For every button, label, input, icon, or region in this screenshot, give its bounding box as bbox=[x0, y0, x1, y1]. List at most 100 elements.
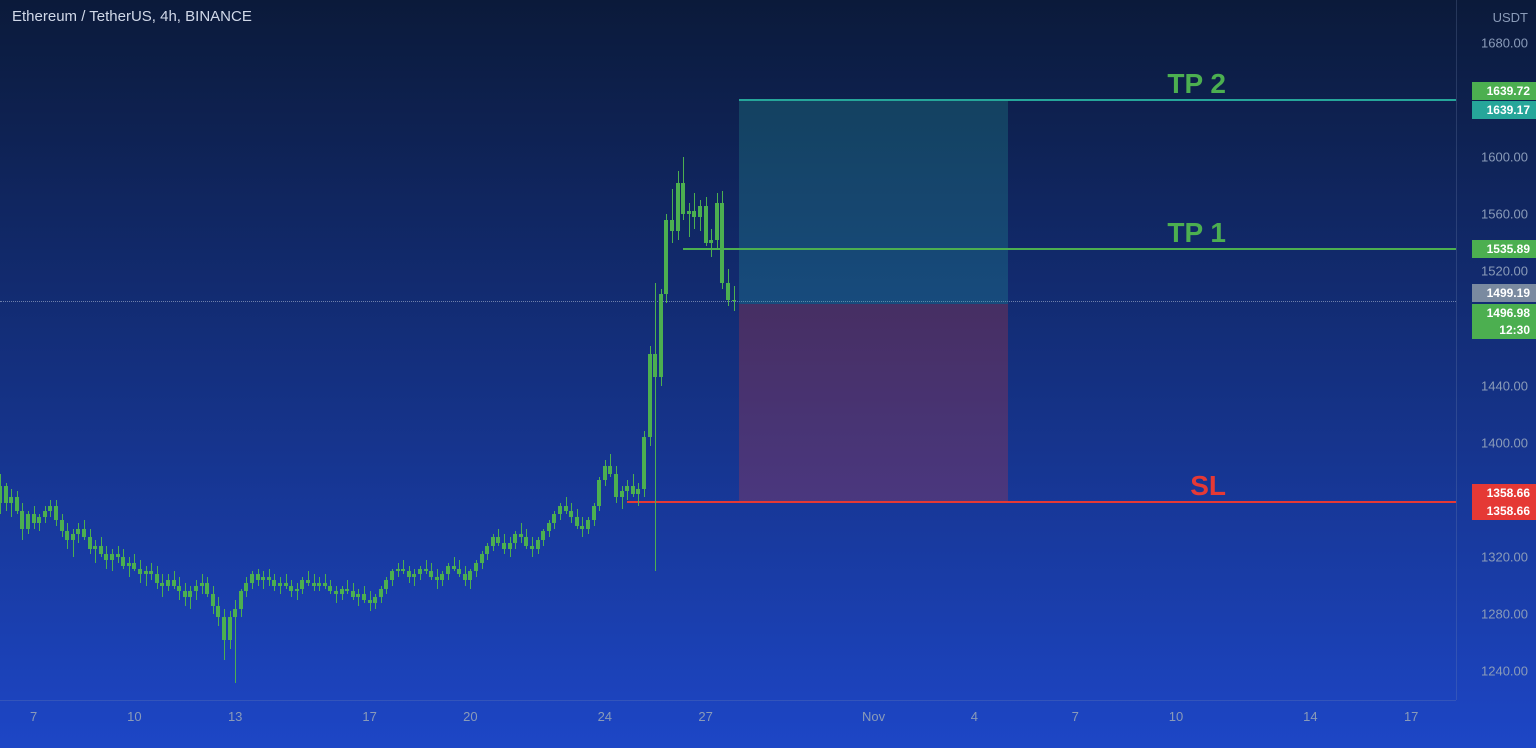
candle-body bbox=[351, 591, 355, 597]
time-tick: 7 bbox=[30, 709, 37, 724]
candle-body bbox=[37, 517, 41, 523]
candle-body bbox=[530, 546, 534, 549]
candle-body bbox=[295, 589, 299, 592]
price-tick: 1440.00 bbox=[1481, 378, 1528, 393]
time-tick: 27 bbox=[698, 709, 712, 724]
candle-wick bbox=[521, 523, 522, 543]
candle-body bbox=[144, 571, 148, 574]
candle-body bbox=[452, 566, 456, 569]
countdown-tag: 12:30 bbox=[1472, 321, 1536, 339]
price-tick: 1560.00 bbox=[1481, 207, 1528, 222]
chart-plot-area[interactable] bbox=[0, 0, 1456, 700]
candle-body bbox=[692, 211, 696, 217]
candle-wick bbox=[711, 229, 712, 258]
candle-body bbox=[166, 580, 170, 586]
time-tick: 7 bbox=[1072, 709, 1079, 724]
candle-body bbox=[519, 534, 523, 537]
price-tag-sl-a: 1358.66 bbox=[1472, 484, 1536, 502]
candle-wick bbox=[190, 586, 191, 609]
candle-wick bbox=[325, 574, 326, 588]
candle-body bbox=[659, 294, 663, 377]
candle-body bbox=[284, 583, 288, 586]
time-tick: 10 bbox=[127, 709, 141, 724]
candle-wick bbox=[297, 583, 298, 600]
candle-body bbox=[390, 571, 394, 580]
candle-body bbox=[334, 591, 338, 594]
candle-body bbox=[440, 574, 444, 580]
candle-body bbox=[468, 571, 472, 580]
take-profit-2-line[interactable] bbox=[739, 99, 1456, 101]
take-profit-1-line[interactable] bbox=[683, 248, 1456, 250]
price-tag-tp2-a: 1639.72 bbox=[1472, 82, 1536, 100]
candle-body bbox=[149, 571, 153, 574]
candle-body bbox=[172, 580, 176, 586]
price-axis[interactable]: USDT 1680.001600.001560.001520.001440.00… bbox=[1456, 0, 1536, 700]
candle-wick bbox=[336, 586, 337, 603]
price-tick: 1280.00 bbox=[1481, 607, 1528, 622]
candle-body bbox=[541, 531, 545, 540]
candle-wick bbox=[73, 529, 74, 558]
candle-body bbox=[418, 569, 422, 575]
candle-body bbox=[211, 594, 215, 605]
candle-wick bbox=[655, 283, 656, 572]
time-axis[interactable]: 7101317202427Nov47101417 bbox=[0, 700, 1456, 748]
candle-body bbox=[502, 543, 506, 549]
candle-body bbox=[239, 591, 243, 608]
candle-wick bbox=[347, 580, 348, 594]
candle-body bbox=[205, 583, 209, 594]
candle-body bbox=[580, 526, 584, 529]
candle-body bbox=[631, 486, 635, 495]
candle-body bbox=[216, 606, 220, 617]
tp2-label: TP 2 bbox=[1167, 68, 1226, 100]
candle-wick bbox=[11, 489, 12, 518]
price-tick: 1320.00 bbox=[1481, 550, 1528, 565]
candle-body bbox=[608, 466, 612, 475]
candle-wick bbox=[280, 577, 281, 594]
candle-body bbox=[552, 514, 556, 523]
candle-body bbox=[4, 486, 8, 503]
candle-body bbox=[368, 600, 372, 603]
candle-body bbox=[110, 554, 114, 560]
price-tag-tp2-b: 1639.17 bbox=[1472, 101, 1536, 119]
candle-body bbox=[127, 563, 131, 566]
candle-body bbox=[474, 563, 478, 572]
candle-wick bbox=[414, 569, 415, 586]
candle-wick bbox=[426, 560, 427, 574]
candle-body bbox=[312, 583, 316, 586]
candle-body bbox=[317, 583, 321, 586]
time-tick: 4 bbox=[971, 709, 978, 724]
price-tag-tp1: 1535.89 bbox=[1472, 240, 1536, 258]
candle-wick bbox=[689, 203, 690, 237]
candle-body bbox=[267, 577, 271, 580]
time-tick: 13 bbox=[228, 709, 242, 724]
candle-body bbox=[9, 497, 13, 503]
profit-zone bbox=[739, 100, 1008, 304]
candle-wick bbox=[454, 557, 455, 571]
candle-wick bbox=[286, 574, 287, 588]
candle-wick bbox=[308, 571, 309, 585]
candle-body bbox=[71, 534, 75, 540]
candle-body bbox=[32, 514, 36, 523]
candle-body bbox=[575, 517, 579, 526]
candle-body bbox=[429, 571, 433, 577]
candle-wick bbox=[622, 486, 623, 509]
candle-wick bbox=[358, 589, 359, 606]
candle-body bbox=[138, 569, 142, 575]
candle-body bbox=[256, 574, 260, 580]
time-tick: 17 bbox=[1404, 709, 1418, 724]
candle-body bbox=[261, 577, 265, 580]
candle-body bbox=[586, 520, 590, 529]
candle-body bbox=[183, 591, 187, 597]
candle-body bbox=[480, 554, 484, 563]
candle-body bbox=[43, 511, 47, 517]
candle-body bbox=[614, 474, 618, 497]
price-tag-sl-b: 1358.66 bbox=[1472, 502, 1536, 520]
candle-body bbox=[54, 506, 58, 520]
candle-body bbox=[485, 546, 489, 555]
candle-body bbox=[435, 577, 439, 580]
tp1-label: TP 1 bbox=[1167, 217, 1226, 249]
candle-body bbox=[356, 594, 360, 597]
stop-loss-line[interactable] bbox=[627, 501, 1456, 503]
candle-wick bbox=[162, 574, 163, 597]
candle-body bbox=[547, 523, 551, 532]
